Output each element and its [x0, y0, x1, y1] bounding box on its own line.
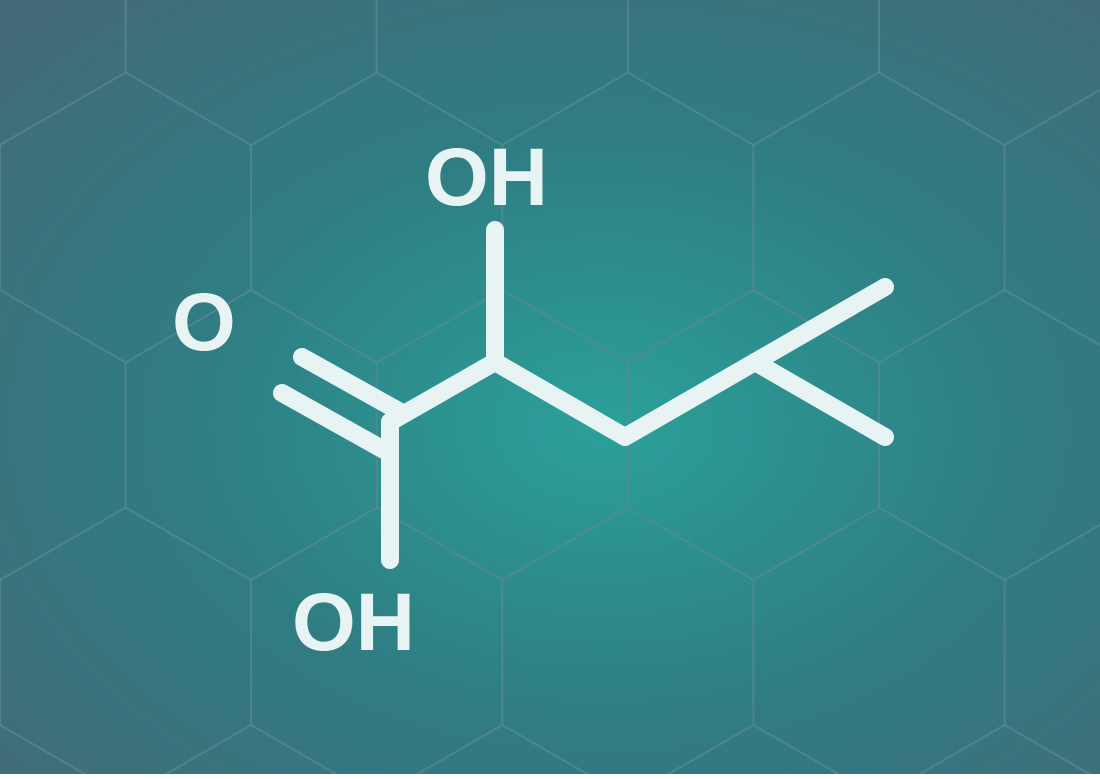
atom-label: OH [292, 577, 415, 668]
molecule-diagram: OH O OH [0, 0, 1100, 774]
atom-label: O [172, 277, 236, 368]
atom-label: OH [425, 132, 548, 223]
molecule-svg: OH O OH [0, 0, 1100, 774]
